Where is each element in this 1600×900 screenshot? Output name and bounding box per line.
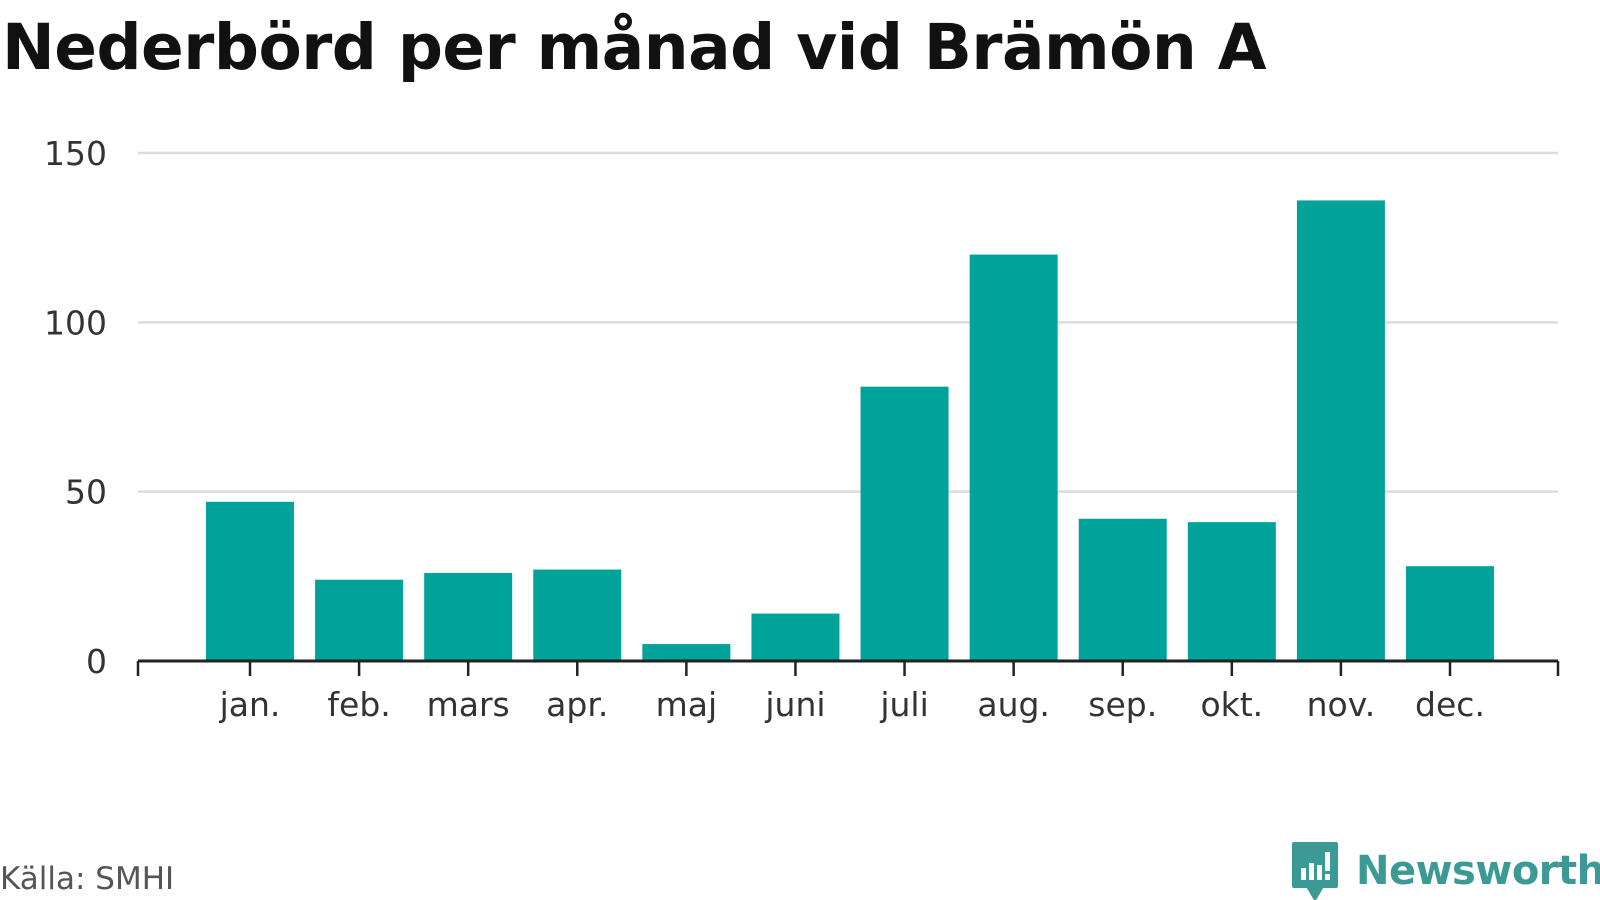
- x-tick-label: maj: [656, 685, 718, 724]
- bar-0: [206, 501, 294, 661]
- x-tick-label: okt.: [1200, 685, 1263, 724]
- y-tick-label: 0: [86, 642, 107, 681]
- bar-3: [533, 569, 622, 661]
- bar-4: [642, 644, 731, 661]
- x-tick-label: mars: [427, 685, 510, 724]
- x-tick-label: dec.: [1415, 685, 1485, 724]
- x-axis-ticks: jan. feb. mars apr. maj juni juli aug. sep. okt. n…: [219, 661, 1485, 724]
- brand-logo: Newsworthy: [1290, 838, 1600, 900]
- bar-10: [1296, 200, 1385, 661]
- bars: [206, 200, 1494, 661]
- bar-1: [315, 579, 404, 661]
- x-tick-label: sep.: [1088, 685, 1157, 724]
- x-tick-label: nov.: [1307, 685, 1376, 724]
- chart-title: Nederbörd per månad vid Brämön A: [2, 11, 1266, 84]
- x-tick-label: jan.: [219, 685, 281, 724]
- x-tick-label: feb.: [327, 685, 390, 724]
- y-tick-label: 150: [44, 134, 107, 173]
- y-tick-label: 50: [65, 473, 107, 512]
- bar-2: [424, 572, 513, 661]
- y-axis-ticks: 0 50 100 150: [44, 134, 107, 681]
- x-tick-label: aug.: [977, 685, 1050, 724]
- brand-name: Newsworthy: [1356, 848, 1600, 894]
- bar-6: [860, 386, 949, 661]
- x-tick-label: apr.: [546, 685, 608, 724]
- source-note: Källa: SMHI: [0, 861, 175, 897]
- y-tick-label: 100: [44, 303, 107, 342]
- bar-7: [969, 254, 1058, 661]
- bar-5: [751, 613, 840, 661]
- x-axis: [136, 659, 1560, 676]
- x-tick-label: juni: [764, 685, 825, 724]
- bar-8: [1078, 518, 1167, 661]
- bar-11: [1406, 566, 1494, 661]
- x-tick-label: juli: [879, 685, 928, 724]
- newsworthy-logo-icon: [1292, 842, 1338, 900]
- bar-9: [1187, 522, 1276, 661]
